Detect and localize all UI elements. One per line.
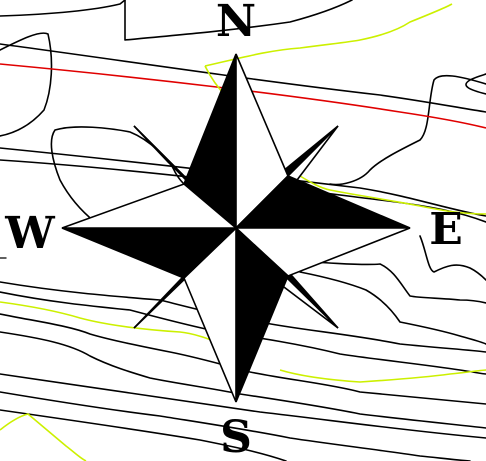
contour-line bbox=[419, 235, 486, 281]
road-line bbox=[0, 413, 87, 461]
compass-rose: N S E W bbox=[4, 0, 462, 461]
compass-label-south: S bbox=[220, 412, 252, 461]
contour-line bbox=[0, 373, 486, 439]
compass-label-east: E bbox=[429, 204, 463, 255]
road-line bbox=[279, 369, 486, 383]
contour-line bbox=[124, 0, 353, 41]
contour-line bbox=[299, 271, 486, 345]
contour-line bbox=[0, 291, 486, 375]
compass-label-west: W bbox=[4, 208, 55, 259]
road-line bbox=[204, 3, 453, 67]
contour-line bbox=[329, 74, 486, 186]
contour-line bbox=[0, 32, 53, 137]
rose-point-west-light bbox=[61, 183, 239, 229]
contour-line bbox=[0, 409, 287, 461]
compass-label-north: N bbox=[216, 0, 256, 47]
road-line bbox=[299, 175, 486, 215]
contour-line bbox=[0, 391, 471, 461]
contour-line bbox=[0, 0, 126, 17]
road-line bbox=[0, 301, 241, 351]
boundary-line-red bbox=[0, 63, 486, 129]
contour-line bbox=[299, 261, 486, 304]
contour-line bbox=[0, 331, 486, 429]
contour-line bbox=[0, 43, 486, 113]
road-lines-yellow bbox=[0, 3, 486, 461]
